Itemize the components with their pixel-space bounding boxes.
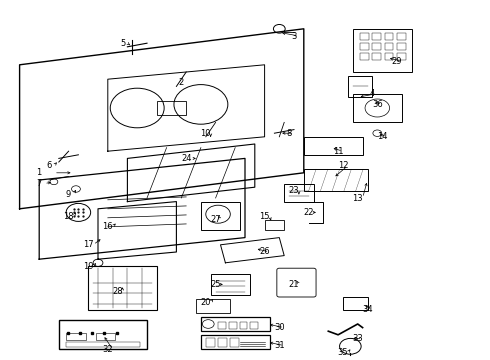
Text: 30: 30	[274, 323, 285, 332]
Text: 2: 2	[179, 78, 184, 87]
Bar	[250, 322, 258, 329]
Text: 3: 3	[292, 32, 296, 41]
Text: 22: 22	[303, 208, 314, 217]
Bar	[397, 53, 406, 60]
Bar	[360, 53, 369, 60]
Bar	[372, 53, 381, 60]
Text: 8: 8	[287, 129, 292, 138]
Text: 28: 28	[112, 287, 123, 296]
Bar	[360, 33, 369, 40]
Text: 4: 4	[370, 89, 375, 98]
Bar	[304, 137, 363, 155]
Text: 27: 27	[210, 215, 221, 224]
Bar	[201, 202, 240, 230]
Text: 35: 35	[338, 348, 348, 357]
Text: 36: 36	[372, 100, 383, 109]
Bar	[66, 333, 86, 340]
Bar	[218, 322, 226, 329]
Bar	[201, 335, 270, 349]
Bar	[372, 43, 381, 50]
Text: 6: 6	[47, 161, 51, 170]
Text: 7: 7	[37, 179, 42, 188]
Text: 16: 16	[102, 222, 113, 231]
Text: 33: 33	[352, 334, 363, 343]
Text: 31: 31	[274, 341, 285, 350]
Bar	[385, 43, 393, 50]
Text: 17: 17	[83, 240, 94, 249]
Bar	[353, 29, 412, 72]
Bar	[206, 338, 215, 347]
Text: 24: 24	[181, 154, 192, 163]
Text: 10: 10	[200, 129, 211, 138]
Text: 9: 9	[66, 190, 71, 199]
Text: 25: 25	[210, 280, 221, 289]
Bar	[230, 338, 239, 347]
Bar	[397, 43, 406, 50]
Text: 15: 15	[259, 212, 270, 220]
Bar	[343, 297, 368, 310]
Bar	[284, 184, 314, 202]
Text: 18: 18	[63, 212, 74, 220]
Bar	[265, 220, 284, 230]
Text: 12: 12	[338, 161, 348, 170]
Bar	[397, 33, 406, 40]
Text: 5: 5	[120, 39, 125, 48]
Bar	[360, 43, 369, 50]
Bar	[385, 53, 393, 60]
Bar	[88, 266, 157, 310]
Bar	[201, 317, 270, 331]
Bar	[240, 322, 247, 329]
Bar	[59, 320, 147, 349]
Bar	[196, 299, 230, 313]
Text: 34: 34	[362, 305, 373, 314]
Text: 23: 23	[289, 186, 299, 195]
Bar	[304, 169, 368, 191]
Bar	[353, 94, 402, 122]
Bar	[372, 33, 381, 40]
Bar	[66, 342, 140, 347]
Text: 13: 13	[352, 194, 363, 202]
Text: 1: 1	[37, 168, 42, 177]
Bar	[385, 33, 393, 40]
Text: 29: 29	[392, 57, 402, 66]
Bar	[229, 322, 237, 329]
Text: 26: 26	[259, 248, 270, 256]
Text: 21: 21	[289, 280, 299, 289]
Bar	[348, 76, 372, 97]
Text: 11: 11	[333, 147, 343, 156]
Text: 14: 14	[377, 132, 388, 141]
Text: 19: 19	[83, 262, 94, 271]
Bar	[218, 338, 227, 347]
Bar	[211, 274, 250, 295]
Bar	[96, 333, 115, 340]
Text: 32: 32	[102, 345, 113, 354]
Text: 20: 20	[200, 298, 211, 307]
Bar	[157, 101, 186, 115]
